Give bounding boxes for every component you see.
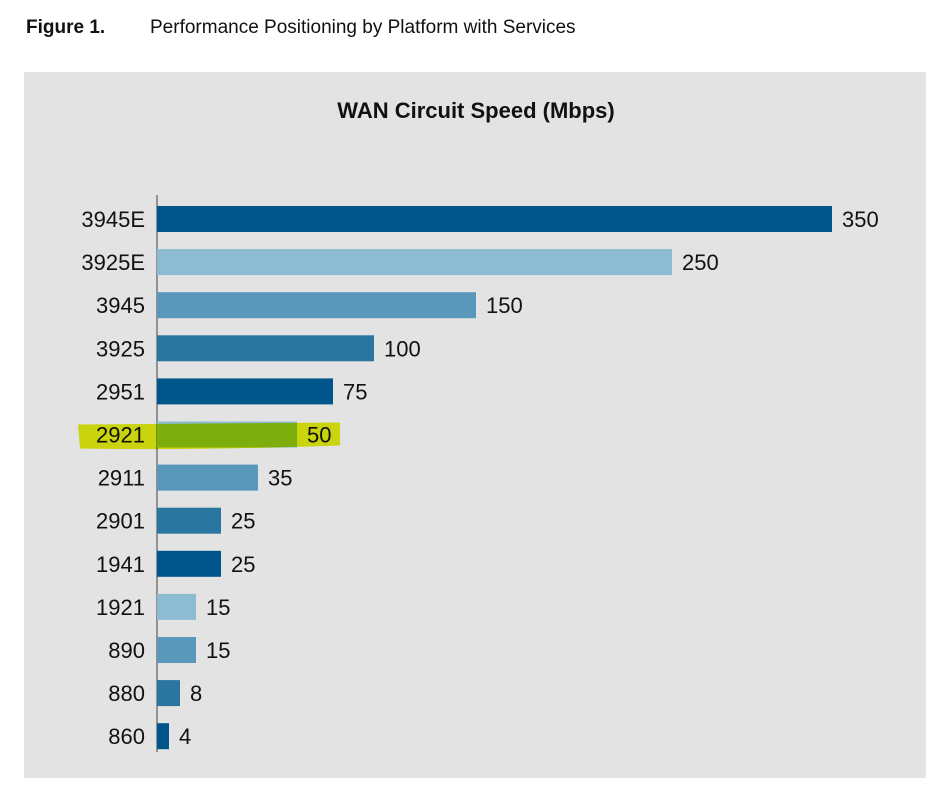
value-label: 150: [486, 293, 523, 318]
category-label: 3945E: [81, 207, 145, 232]
category-label: 2901: [96, 509, 145, 534]
value-label: 15: [206, 595, 230, 620]
category-label: 2951: [96, 379, 145, 404]
category-label: 3925: [96, 336, 145, 361]
bar-1941: [157, 550, 221, 577]
highlighter-mark: [78, 422, 340, 450]
bar-3945E: [157, 206, 832, 232]
bar-2951: [157, 378, 333, 405]
value-label: 250: [682, 250, 719, 275]
figure-title: Performance Positioning by Platform with…: [150, 17, 576, 38]
category-label: 3945: [96, 293, 145, 318]
value-label: 35: [268, 466, 292, 491]
value-label: 75: [343, 379, 367, 404]
category-label: 1941: [96, 552, 145, 577]
category-label: 1921: [96, 595, 145, 620]
value-label: 4: [179, 724, 191, 749]
figure-caption: Figure 1. Performance Positioning by Plat…: [26, 17, 576, 39]
category-label: 2911: [98, 466, 145, 491]
bar-890: [157, 637, 196, 663]
bar-1921: [157, 593, 196, 620]
value-label: 8: [190, 681, 202, 706]
value-label: 25: [231, 552, 255, 577]
category-label: 860: [108, 724, 145, 749]
value-label: 350: [842, 207, 879, 232]
value-label: 25: [231, 509, 255, 534]
value-label: 100: [384, 336, 421, 361]
bar-860: [157, 723, 169, 750]
category-label: 3925E: [81, 250, 145, 275]
bar-3945: [157, 292, 476, 319]
bar-2911: [157, 464, 258, 491]
figure-number: Figure 1.: [26, 17, 106, 38]
bar-3925E: [157, 249, 672, 276]
bar-3925: [157, 335, 374, 362]
category-label: 880: [108, 681, 145, 706]
category-label: 890: [108, 638, 145, 663]
value-label: 15: [206, 638, 230, 663]
bar-2901: [157, 507, 221, 534]
chart-title: WAN Circuit Speed (Mbps): [337, 98, 614, 123]
bar-880: [157, 680, 180, 707]
